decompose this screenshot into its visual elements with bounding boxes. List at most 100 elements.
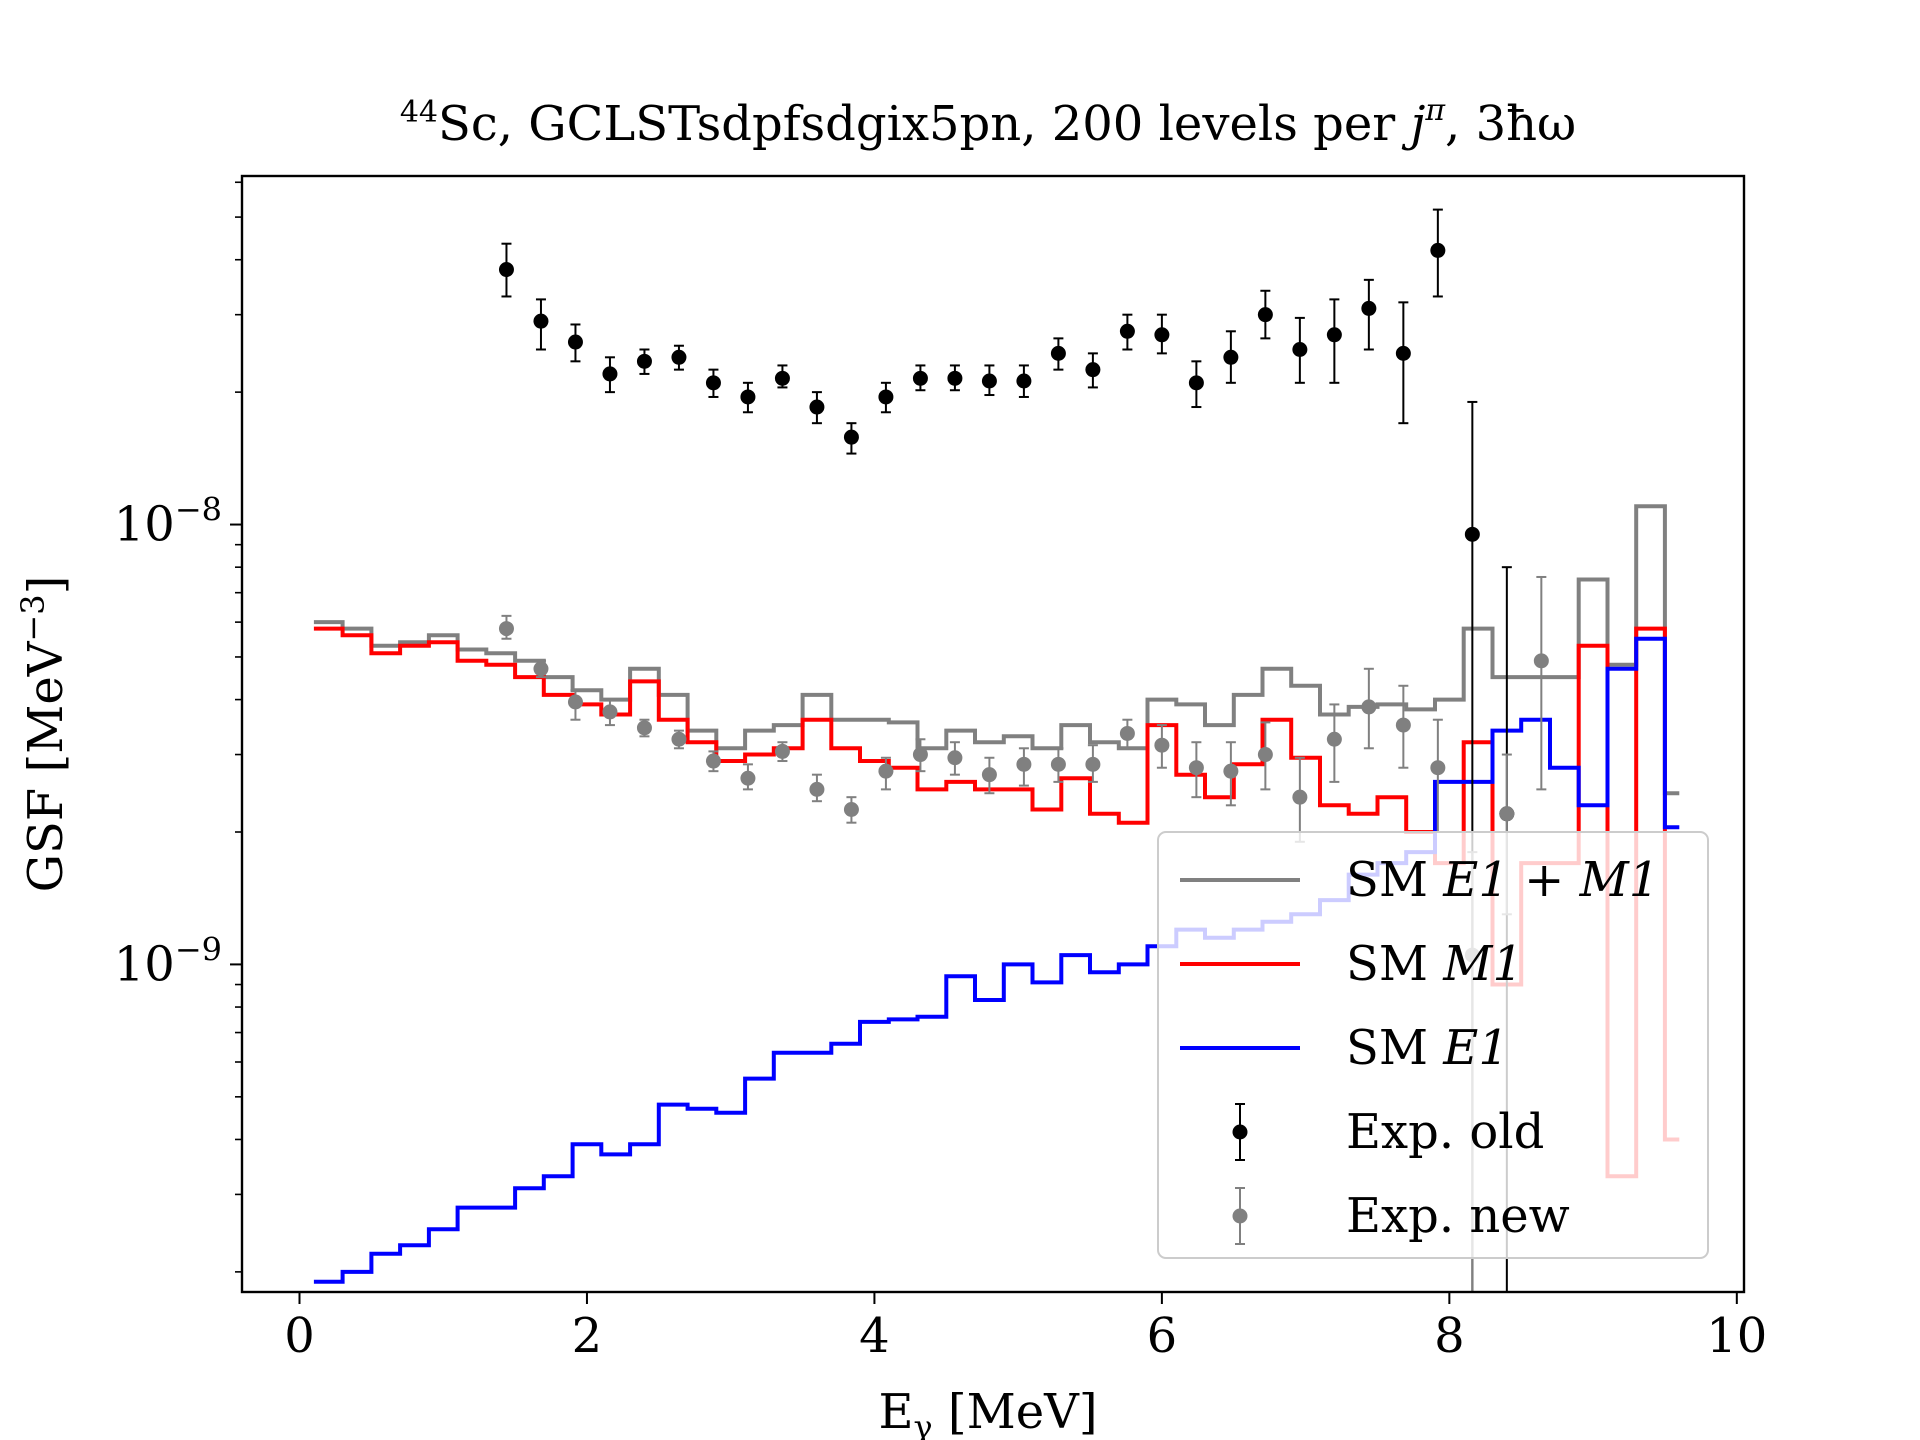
data-point (671, 731, 687, 747)
data-point (843, 802, 859, 818)
legend-label: Exp. new (1346, 1188, 1570, 1244)
chart-title: 44Sc, GCLSTsdpfsdgix5pn, 200 levels per … (400, 93, 1576, 152)
legend-entry-exp-old: Exp. old (1232, 1103, 1544, 1161)
data-point (1361, 300, 1377, 316)
data-point (1085, 756, 1101, 772)
data-point (1223, 349, 1239, 365)
data-point (636, 720, 652, 736)
plot-frame (240, 174, 1746, 1294)
data-point (498, 262, 514, 278)
y-label-close: ] (18, 576, 74, 595)
data-point (1464, 526, 1480, 542)
data-point (1292, 789, 1308, 805)
data-point (705, 375, 721, 391)
data-point (1223, 763, 1239, 779)
data-point (1119, 323, 1135, 339)
data-point (602, 366, 618, 382)
legend-label-text: Exp. new (1346, 1188, 1570, 1244)
data-point (1154, 327, 1170, 343)
y-axis-label: GSF [MeV−3] (14, 576, 74, 893)
x-tick-label: 4 (859, 1308, 890, 1364)
y-tick-exponent: −9 (175, 930, 222, 968)
data-point (1085, 362, 1101, 378)
y-tick-label: 10−9 (114, 930, 222, 992)
data-point (533, 661, 549, 677)
data-point (843, 429, 859, 445)
data-point (809, 781, 825, 797)
legend-entry-sm-e1-m1: SM E1 + M1 (1180, 852, 1659, 908)
data-point (1188, 375, 1204, 391)
data-point (1499, 806, 1515, 822)
legend-label: SM M1 (1346, 936, 1523, 992)
legend-label-math: E1 (1442, 1020, 1509, 1076)
data-point (1430, 242, 1446, 258)
data-point (740, 770, 756, 786)
data-point (878, 389, 894, 405)
data-point (1257, 747, 1273, 763)
title-rest: , 3ħω (1445, 96, 1576, 152)
legend-entry-sm-e1: SM E1 (1180, 1020, 1509, 1076)
x-tick-label: 0 (284, 1308, 315, 1364)
legend-label-text: SM (1346, 936, 1443, 992)
data-point (1395, 717, 1411, 733)
x-label-sub: γ (913, 1408, 932, 1440)
data-point (1395, 345, 1411, 361)
data-point (774, 743, 790, 759)
data-point (498, 621, 514, 637)
data-point (1257, 307, 1273, 323)
data-point (1016, 756, 1032, 772)
data-point (774, 370, 790, 386)
x-tick-label: 8 (1434, 1308, 1465, 1364)
data-point (671, 349, 687, 365)
y-tick-base: 10 (114, 936, 175, 992)
data-point (912, 747, 928, 763)
legend-label-text: Exp. old (1346, 1104, 1544, 1160)
data-point (1430, 760, 1446, 776)
data-point (1292, 342, 1308, 358)
data-point (1326, 731, 1342, 747)
legend-label-math: M1 (1442, 936, 1523, 992)
data-point (1361, 699, 1377, 715)
y-label-main: GSF [MeV (18, 640, 74, 892)
data-point (602, 704, 618, 720)
series-sm-e1 (313, 636, 1680, 1284)
legend-label-math: E1 + M1 (1442, 852, 1659, 908)
data-point (1050, 345, 1066, 361)
legend-entry-sm-m1: SM M1 (1180, 936, 1523, 992)
title-superscript: 44 (400, 95, 438, 130)
x-label-unit: [MeV] (933, 1384, 1098, 1440)
data-point (912, 370, 928, 386)
legend-box (1157, 831, 1709, 1259)
y-tick-label: 10−8 (114, 491, 222, 553)
y-tick-base: 10 (114, 497, 175, 553)
data-point (1119, 725, 1135, 741)
data-point (809, 399, 825, 415)
data-point (1188, 760, 1204, 776)
data-point (947, 750, 963, 766)
data-point (1016, 373, 1032, 389)
title-main: Sc, GCLSTsdpfsdgix5pn, 200 levels per (438, 96, 1410, 152)
legend-marker-swatch (1232, 1124, 1248, 1140)
data-point (1326, 327, 1342, 343)
legend-entry-exp-new: Exp. new (1232, 1187, 1570, 1245)
legend-label-text: SM (1346, 1020, 1443, 1076)
x-tick-label: 10 (1706, 1308, 1767, 1364)
legend-label: SM E1 (1346, 1020, 1509, 1076)
x-tick-label: 6 (1147, 1308, 1178, 1364)
data-point (981, 767, 997, 783)
data-point (567, 334, 583, 350)
data-point (533, 313, 549, 329)
data-point (947, 370, 963, 386)
legend-label: SM E1 + M1 (1346, 852, 1659, 908)
legend-label: Exp. old (1346, 1104, 1544, 1160)
data-point (567, 694, 583, 710)
data-point (981, 373, 997, 389)
x-tick-label: 2 (572, 1308, 603, 1364)
data-point (636, 353, 652, 369)
y-label-sup: −3 (14, 594, 52, 641)
data-point (1050, 756, 1066, 772)
data-point (1533, 653, 1549, 669)
